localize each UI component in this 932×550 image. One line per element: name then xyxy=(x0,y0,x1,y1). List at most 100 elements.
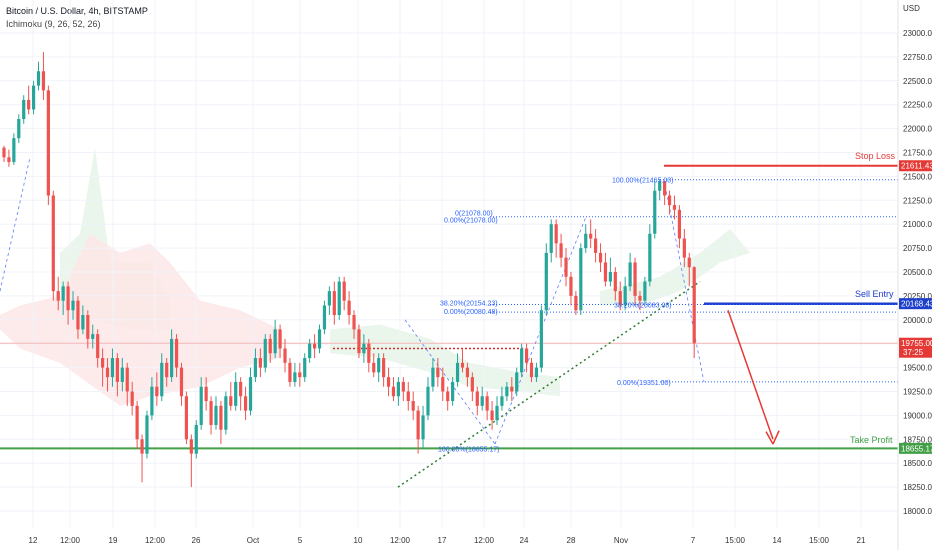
candle-body xyxy=(510,386,514,392)
candle-body xyxy=(549,224,553,253)
candle-body xyxy=(125,367,129,392)
candle-body xyxy=(485,396,489,411)
candle-body xyxy=(7,157,11,163)
candle-body xyxy=(91,334,95,339)
fib-label: 0.00%(21078.00) xyxy=(444,218,498,225)
candle-body xyxy=(298,372,302,378)
y-tick-label: 20250.00 xyxy=(903,292,932,301)
y-tick-label: 21000.00 xyxy=(903,220,932,229)
y-tick-label: 19500.00 xyxy=(903,364,932,373)
candle-body xyxy=(347,300,351,316)
indicator-label[interactable]: Ichimoku (9, 26, 52, 26) xyxy=(6,19,101,29)
candle-body xyxy=(500,396,504,406)
candle-body xyxy=(179,367,184,397)
candle-body xyxy=(667,195,672,206)
candle-body xyxy=(342,281,346,301)
take-profit-tag-value: 18655.17 xyxy=(901,444,932,453)
candle-body xyxy=(51,195,55,292)
candle-body xyxy=(184,396,189,440)
fib-label: 0(21078.00) xyxy=(455,211,493,218)
price-axis: 23000.00 22750.00 22500.00 22250.00 22000.00… xyxy=(897,0,932,550)
candle-body xyxy=(288,362,292,382)
candle-body xyxy=(160,362,164,397)
candle-body xyxy=(584,233,588,249)
candle-body xyxy=(308,343,312,359)
sell-entry-tag-value: 20168.43 xyxy=(901,300,932,309)
candle-body xyxy=(130,391,134,406)
candle-body xyxy=(367,343,371,363)
candle-body xyxy=(544,252,548,311)
candle-body xyxy=(46,90,50,196)
symbol-title[interactable]: Bitcoin / U.S. Dollar, 4h, BITSTAMP xyxy=(6,6,148,16)
candle-body xyxy=(579,248,583,311)
candle-body xyxy=(677,209,682,239)
candle-body xyxy=(480,396,484,406)
y-tick-label: 22250.00 xyxy=(903,101,932,110)
candle-body xyxy=(529,362,534,378)
currency-label: USD xyxy=(903,4,920,13)
candle-body xyxy=(312,343,317,349)
candle-body xyxy=(564,257,568,277)
candle-body xyxy=(2,147,6,158)
candle-body xyxy=(421,415,425,440)
candle-body xyxy=(61,286,65,301)
y-tick-label: 21500.00 xyxy=(903,172,932,181)
candle-body xyxy=(81,315,85,330)
candle-body xyxy=(224,396,228,430)
candle-body xyxy=(574,295,578,311)
stop-loss-tag xyxy=(899,160,932,172)
fib-label: 100.00%(18655.17) xyxy=(438,446,500,453)
x-tick-label: 15:00 xyxy=(725,536,746,545)
candle-body xyxy=(322,305,327,330)
trendline xyxy=(397,280,701,488)
candle-body xyxy=(623,286,627,306)
candle-body xyxy=(416,410,420,440)
candle-body xyxy=(534,367,539,378)
candle-body xyxy=(598,252,603,263)
candle-body xyxy=(199,386,203,425)
candle-body xyxy=(559,243,563,258)
fib-label: 0.00%(19351.00) xyxy=(617,380,671,387)
candle-body xyxy=(71,300,75,311)
x-tick-label: 26 xyxy=(192,536,201,545)
candle-body xyxy=(248,377,253,411)
fib-label: 38.20%(20083.08) xyxy=(614,303,672,310)
y-tick-label: 20000.00 xyxy=(903,316,932,325)
candle-body xyxy=(120,367,124,382)
current-price-tag xyxy=(899,337,932,358)
fib-connector xyxy=(404,319,496,445)
y-tick-label: 19000.00 xyxy=(903,411,932,420)
candle-body xyxy=(411,401,415,411)
y-tick-label: 18500.00 xyxy=(903,459,932,468)
candle-body xyxy=(239,381,243,397)
candle-body xyxy=(377,358,381,373)
candle-body xyxy=(431,367,435,387)
candle-body xyxy=(283,348,287,363)
candle-body xyxy=(150,386,154,416)
candle-body xyxy=(386,377,391,387)
candle-body xyxy=(101,358,105,368)
candle-body xyxy=(165,362,169,378)
candle-body xyxy=(446,391,450,402)
annotation-lines xyxy=(0,157,898,488)
candle-body xyxy=(475,391,479,406)
y-tick-label: 20500.00 xyxy=(903,268,932,277)
candle-body xyxy=(603,262,608,282)
candle-body xyxy=(253,358,258,378)
candle-body xyxy=(327,291,331,306)
y-tick-label: 21750.00 xyxy=(903,149,932,158)
candle-body xyxy=(663,181,667,196)
candle-body xyxy=(189,439,193,454)
candle-body xyxy=(520,348,524,373)
sell-entry-tag xyxy=(899,298,932,310)
stop-loss-tag-value: 21611.43 xyxy=(901,162,932,171)
x-tick-label: 21 xyxy=(857,536,866,545)
candle-body xyxy=(36,71,41,86)
candle-body xyxy=(273,329,277,354)
x-tick-label: 10 xyxy=(354,536,363,545)
candle-body xyxy=(638,295,642,301)
candle-body xyxy=(96,334,100,359)
y-tick-label: 23000.00 xyxy=(903,29,932,38)
